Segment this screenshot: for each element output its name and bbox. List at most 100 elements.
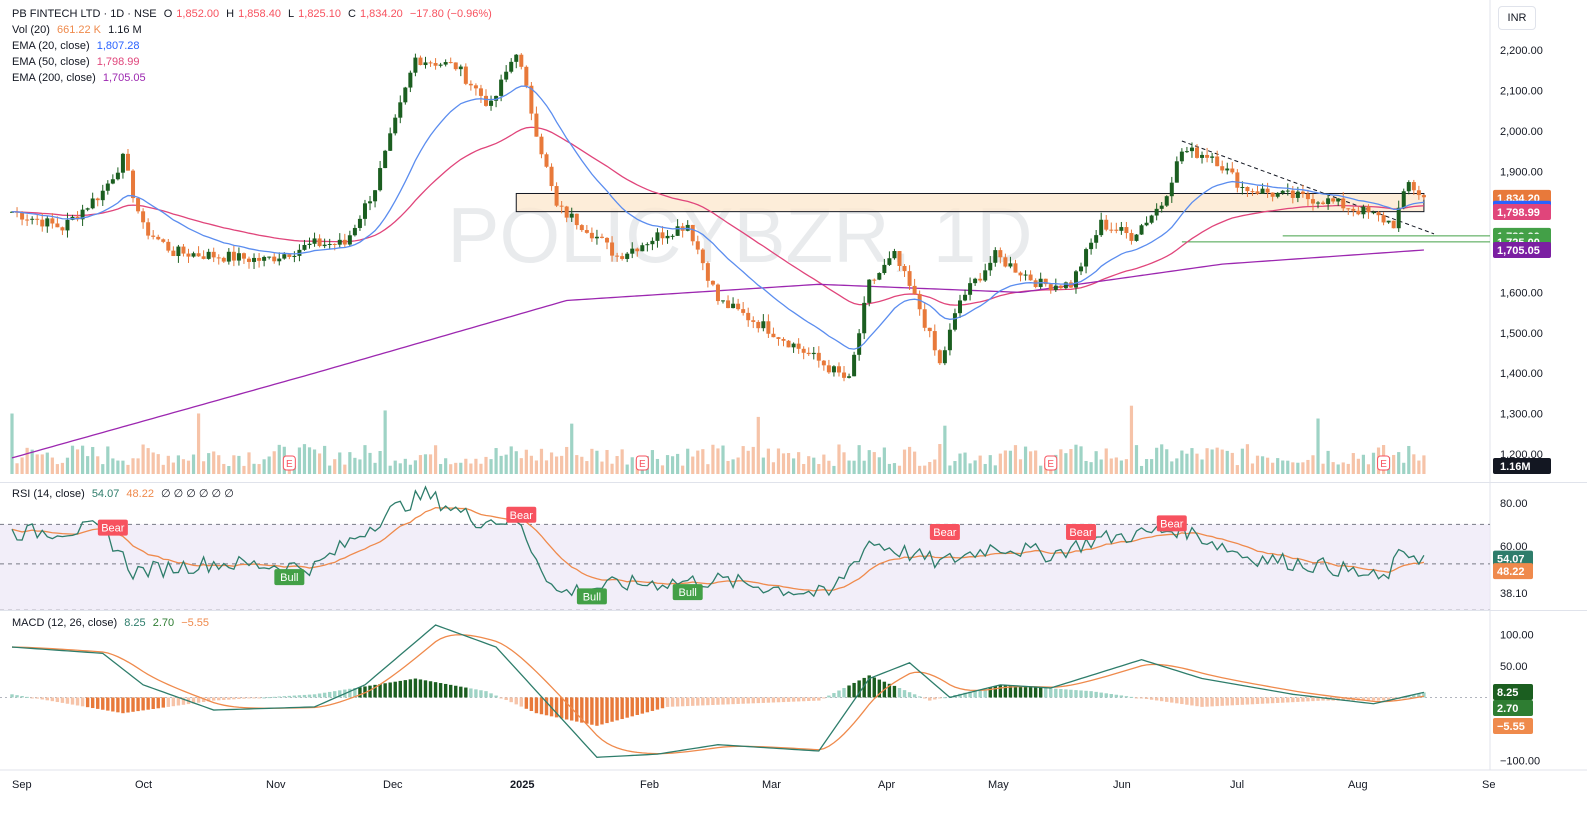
macd-hist-bar	[801, 697, 806, 702]
candle	[937, 350, 942, 364]
macd-hist-bar	[781, 697, 786, 703]
candle	[1346, 208, 1351, 210]
macd-hist-bar	[368, 685, 372, 698]
candle	[1114, 229, 1119, 231]
volume-bar	[202, 461, 206, 474]
volume-bar	[413, 460, 418, 474]
candle	[963, 294, 968, 301]
volume-bar	[509, 446, 513, 474]
volume-bar	[494, 448, 498, 474]
macd-value-tag-label: −5.55	[1497, 721, 1525, 733]
volume-bar	[1039, 465, 1043, 474]
macd-hist-bar	[812, 697, 816, 701]
ema50-label[interactable]: EMA (50, close)	[12, 56, 90, 68]
candle	[1225, 168, 1230, 171]
macd-hist-bar	[837, 690, 841, 698]
macd-hist-bar	[701, 697, 705, 706]
rsi-signal-label	[506, 506, 537, 523]
candle	[539, 136, 544, 155]
candle	[1411, 182, 1416, 191]
candle	[816, 352, 821, 361]
ema200-label[interactable]: EMA (200, close)	[12, 72, 96, 84]
volume-bar	[1417, 460, 1421, 474]
volume-bar	[781, 453, 786, 474]
candle	[1149, 215, 1154, 223]
symbol-label[interactable]: PB FINTECH LTD · 1D · NSE	[12, 8, 157, 20]
volume-bar	[736, 457, 740, 474]
currency-button[interactable]: INR	[1498, 6, 1536, 30]
macd-label[interactable]: MACD (12, 26, close)	[12, 617, 118, 629]
candle	[1129, 233, 1134, 241]
volume-bar	[454, 462, 458, 474]
candle	[141, 211, 146, 223]
macd-hist-bar	[423, 680, 428, 698]
volume-bar	[650, 450, 655, 474]
pane-divider-macd[interactable]	[0, 610, 1587, 611]
ema20-label[interactable]: EMA (20, close)	[12, 40, 90, 52]
macd-hist-bar	[1301, 697, 1305, 702]
macd-hist-bar	[842, 687, 846, 698]
macd-hist-bar	[580, 697, 584, 723]
candle	[872, 279, 877, 281]
macd-hist-bar	[20, 696, 24, 698]
macd-hist-bar	[761, 697, 766, 703]
candle	[181, 246, 186, 254]
macd-hist-bar	[40, 697, 44, 700]
macd-hist-bar	[287, 695, 292, 698]
candle	[1406, 182, 1411, 192]
macd-hist-bar	[418, 679, 423, 698]
time-tick-label: Sep	[12, 779, 32, 791]
candle	[287, 254, 292, 257]
macd-hist-bar	[1205, 697, 1209, 707]
earnings-marker	[635, 455, 649, 471]
macd-hist-bar	[252, 697, 256, 699]
macd-hist-bar	[877, 679, 882, 698]
macd-hist-bar	[1245, 697, 1250, 705]
macd-hist-bar	[524, 697, 529, 709]
macd-hist-bar	[1079, 690, 1083, 698]
volume-bar	[45, 452, 49, 474]
volume-bar	[1114, 457, 1118, 474]
volume-label[interactable]: Vol (20)	[12, 24, 50, 36]
volume-bar	[756, 416, 760, 474]
candle	[1316, 202, 1321, 204]
candle	[267, 256, 272, 258]
volume-bar	[913, 451, 917, 474]
candle	[247, 258, 251, 262]
rsi-label[interactable]: RSI (14, close)	[12, 488, 85, 500]
candle	[80, 209, 85, 220]
candle	[574, 213, 579, 226]
macd-value-tag	[1493, 718, 1533, 734]
macd-hist-bar	[968, 691, 972, 698]
candle	[599, 236, 604, 238]
macd-hist-bar	[277, 696, 281, 698]
volume-bar	[141, 444, 145, 474]
candle	[1043, 278, 1048, 285]
macd-hist-bar	[1281, 697, 1285, 703]
volume-bar	[469, 463, 473, 474]
candle	[882, 264, 887, 274]
price-tag	[1493, 241, 1551, 258]
volume-bar	[600, 461, 604, 474]
macd-hist-bar	[307, 694, 312, 698]
rsi-signal-label	[274, 569, 305, 586]
rsi-signal-label	[672, 584, 703, 601]
volume-bar	[822, 454, 826, 474]
macd-hist-bar	[605, 697, 609, 724]
volume-bar	[80, 445, 85, 474]
candle	[917, 294, 922, 310]
rsi-value: 54.07	[91, 488, 120, 500]
price-tick-label: 2,200.00	[1500, 45, 1543, 57]
candle	[60, 227, 65, 231]
pane-divider-rsi[interactable]	[0, 482, 1587, 483]
volume-bar	[676, 453, 680, 474]
macd-hist-bar	[892, 685, 897, 698]
rsi-signal-text: Bear	[933, 527, 957, 539]
macd-hist-bar	[736, 697, 740, 704]
candle	[171, 250, 176, 257]
macd-hist-bar	[227, 697, 231, 700]
macd-hist-bar	[746, 697, 750, 704]
volume-bar	[196, 413, 201, 474]
macd-hist-bar	[827, 695, 831, 698]
